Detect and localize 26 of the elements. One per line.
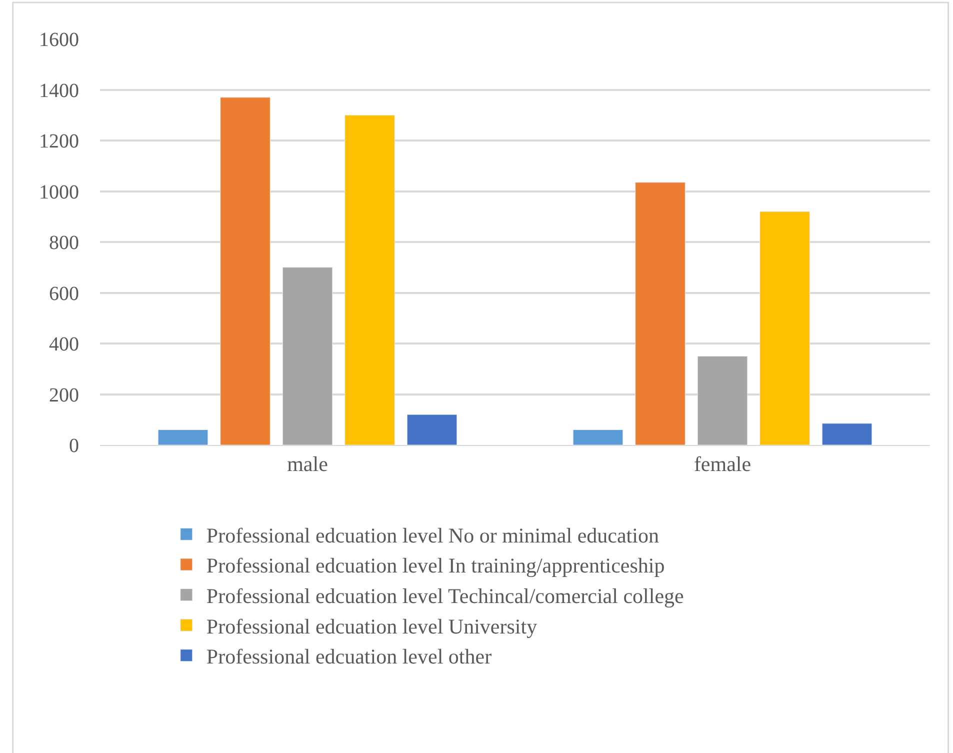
bar <box>158 430 208 445</box>
bar <box>572 430 624 445</box>
bar <box>822 423 872 445</box>
legend-label: Professional edcuation level University <box>206 614 538 638</box>
bar <box>406 414 458 445</box>
x-tick-label: male <box>287 452 328 476</box>
bar <box>282 267 333 445</box>
bar <box>220 97 270 445</box>
legend-label: Professional edcuation level Techincal/comercial college <box>206 584 684 608</box>
y-tick-label: 0 <box>69 435 79 457</box>
y-tick-label: 600 <box>49 282 79 305</box>
y-tick-label: 1400 <box>39 80 79 102</box>
y-tick-label: 1000 <box>39 181 79 204</box>
bar <box>697 356 748 445</box>
legend-label: Professional edcuation level In training/apprenticeship <box>206 554 665 578</box>
legend-label: Professional edcuation level No or minimal education <box>206 523 660 548</box>
legend-label: Professional edcuation level other <box>206 644 492 669</box>
bar <box>344 114 395 445</box>
x-tick-label: female <box>694 452 752 476</box>
y-tick-label: 1600 <box>39 29 79 51</box>
y-tick-label: 1200 <box>39 130 79 152</box>
bar <box>760 211 810 445</box>
y-tick-label: 200 <box>49 384 79 406</box>
bar <box>635 182 686 445</box>
y-tick-label: 400 <box>49 334 79 356</box>
y-tick-label: 800 <box>49 232 79 254</box>
